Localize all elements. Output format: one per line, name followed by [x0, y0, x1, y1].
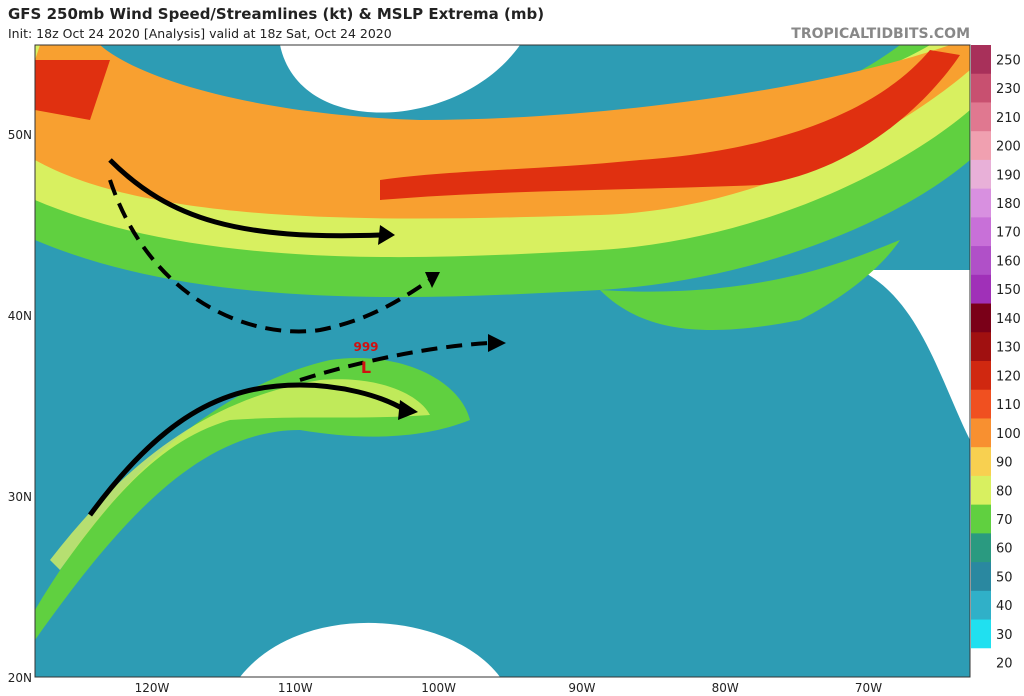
colorbar-label: 50 — [996, 570, 1013, 585]
colorbar: 250 230 210 200 190 180 170 160 150 140 130 120 110 1… — [971, 45, 1021, 678]
colorbar-label: 170 — [996, 226, 1021, 241]
lat-labels: 50N 40N 30N 20N — [8, 128, 32, 685]
colorbar-label: 250 — [996, 53, 1021, 68]
colorbar-swatch — [971, 533, 991, 563]
colorbar-label: 180 — [996, 197, 1021, 212]
colorbar-label: 30 — [996, 628, 1013, 643]
colorbar-label: 20 — [996, 657, 1013, 672]
colorbar-swatch — [971, 274, 991, 305]
site: TROPICALTIDBITS.COM — [791, 26, 970, 42]
colorbar-label: 80 — [996, 484, 1013, 499]
colorbar-swatch — [971, 332, 991, 362]
pressure-value: 999 — [353, 340, 378, 354]
colorbar-swatch — [971, 361, 991, 391]
colorbar-label: 70 — [996, 513, 1013, 528]
colorbar-swatch — [971, 447, 991, 477]
colorbar-swatch — [971, 246, 991, 276]
colorbar-label: 130 — [996, 341, 1021, 356]
colorbar-swatch — [971, 648, 991, 678]
colorbar-label: 40 — [996, 599, 1013, 614]
colorbar-label: 200 — [996, 140, 1021, 155]
colorbar-label: 60 — [996, 542, 1013, 557]
subtitle: Init: 18z Oct 24 2020 [Analysis] valid a… — [8, 26, 392, 41]
colorbar-swatch — [971, 619, 991, 649]
colorbar-swatch — [971, 303, 991, 333]
lon-label: 90W — [568, 681, 595, 695]
colorbar-swatch — [971, 418, 991, 448]
lon-labels: 120W 110W 100W 90W 80W 70W — [135, 681, 883, 695]
colorbar-label: 230 — [996, 82, 1021, 97]
lat-label: 20N — [8, 671, 32, 685]
colorbar-label: 140 — [996, 312, 1021, 327]
title: GFS 250mb Wind Speed/Streamlines (kt) & … — [8, 5, 544, 23]
colorbar-swatch — [971, 504, 991, 534]
colorbar-label: 120 — [996, 369, 1021, 384]
colorbar-label: 210 — [996, 111, 1021, 126]
colorbar-swatch — [971, 73, 991, 103]
colorbar-label: 110 — [996, 398, 1021, 413]
colorbar-label: 90 — [996, 456, 1013, 471]
colorbar-swatch — [971, 159, 991, 190]
lat-label: 50N — [8, 128, 32, 142]
colorbar-swatch — [971, 590, 991, 621]
colorbar-swatch — [971, 389, 991, 419]
colorbar-swatch — [971, 475, 991, 506]
colorbar-swatch — [971, 188, 991, 218]
map: 999 L — [34, 44, 971, 678]
lat-label: 40N — [8, 309, 32, 323]
lon-label: 110W — [278, 681, 313, 695]
lon-label: 80W — [712, 681, 739, 695]
low-marker: L — [361, 358, 371, 377]
colorbar-swatch — [971, 217, 991, 247]
lon-label: 100W — [421, 681, 456, 695]
colorbar-label: 100 — [996, 427, 1021, 442]
lon-label: 70W — [855, 681, 882, 695]
colorbar-label: 190 — [996, 168, 1021, 183]
colorbar-swatch — [971, 562, 991, 592]
lat-label: 30N — [8, 490, 32, 504]
lon-label: 120W — [135, 681, 170, 695]
colorbar-swatch — [971, 45, 991, 75]
colorbar-label: 150 — [996, 283, 1021, 298]
colorbar-swatch — [971, 131, 991, 161]
colorbar-label: 160 — [996, 254, 1021, 269]
colorbar-swatch — [971, 102, 991, 132]
